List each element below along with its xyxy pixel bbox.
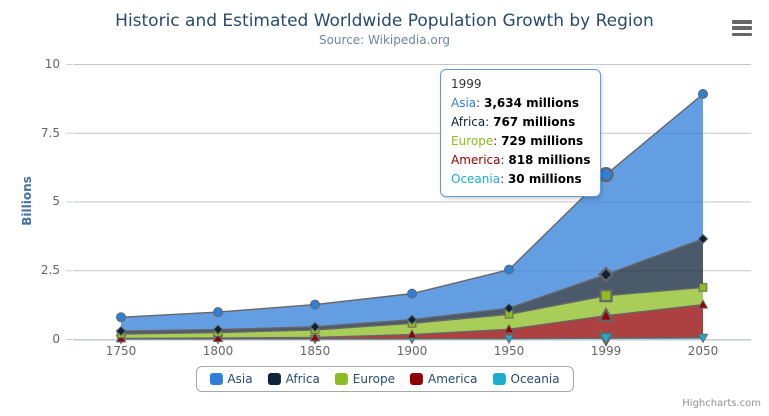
y-tick-label: 7.5: [40, 126, 60, 140]
marker-triangle-america[interactable]: [212, 332, 224, 343]
legend-item-europe[interactable]: Europe: [334, 372, 396, 386]
marker-diamond-africa[interactable]: [212, 324, 224, 335]
hamburger-bar: [732, 26, 752, 30]
legend-label: America: [428, 372, 478, 386]
marker-diamond-africa[interactable]: [697, 233, 709, 245]
y-tick-label: 5: [52, 194, 60, 208]
marker-diamond-africa[interactable]: [503, 302, 515, 314]
x-tick-label: 1800: [202, 344, 234, 358]
tooltip-series-value: 30 millions: [507, 172, 582, 186]
y-tick-label: 10: [44, 57, 60, 71]
legend-item-asia[interactable]: Asia: [209, 372, 253, 386]
marker-circle-asia[interactable]: [504, 264, 514, 275]
marker-diamond-africa[interactable]: [309, 321, 321, 333]
hamburger-bar: [732, 32, 752, 36]
marker-square-europe[interactable]: [698, 283, 708, 292]
tooltip-row: Africa767 millions: [451, 113, 590, 132]
tooltip-row: Europe729 millions: [451, 132, 590, 151]
area-america[interactable]: [121, 304, 703, 339]
legend-swatch: [334, 373, 348, 385]
chart-subtitle: Source: Wikipedia.org: [318, 33, 451, 47]
area-africa[interactable]: [121, 238, 703, 334]
tooltip-row: America818 millions: [451, 151, 590, 170]
tooltip-series-value: 818 millions: [508, 153, 591, 167]
marker-triangle-america[interactable]: [309, 331, 321, 342]
legend-item-america[interactable]: America: [410, 372, 478, 386]
legend-swatch: [267, 373, 281, 385]
legend-swatch: [492, 373, 506, 385]
tooltip-series-name: Asia: [451, 96, 484, 110]
marker-circle-asia[interactable]: [213, 307, 223, 318]
x-tick-label: 1850: [299, 344, 331, 358]
tooltip-series-name: Africa: [451, 115, 493, 129]
hamburger-bar: [732, 20, 752, 24]
x-tick-label: 1900: [396, 344, 428, 358]
marker-triangle-america[interactable]: [503, 323, 515, 334]
tooltip-series-value: 767 millions: [493, 115, 576, 129]
chart-tooltip: 1999 Asia3,634 millions Africa767 millio…: [440, 69, 602, 197]
legend: Asia Africa Europe America Oceania: [195, 366, 574, 392]
chart-title: Historic and Estimated Worldwide Populat…: [115, 11, 654, 31]
y-tick-label: 2.5: [40, 263, 60, 277]
marker-triangle-america[interactable]: [406, 329, 418, 339]
legend-label: Asia: [227, 372, 253, 386]
credits-link[interactable]: Highcharts.com: [682, 398, 761, 409]
marker-triangle-down-oceania[interactable]: [503, 334, 515, 345]
marker-circle-asia[interactable]: [407, 288, 417, 299]
marker-diamond-africa[interactable]: [115, 325, 127, 337]
area-asia[interactable]: [121, 94, 703, 332]
legend-label: Africa: [285, 372, 320, 386]
marker-diamond-africa[interactable]: [406, 314, 418, 325]
marker-triangle-down-oceania[interactable]: [597, 332, 615, 347]
x-tick-label: 1950: [493, 344, 525, 358]
legend-swatch: [209, 373, 223, 385]
marker-circle-asia[interactable]: [116, 312, 126, 323]
marker-circle-asia[interactable]: [698, 89, 708, 100]
tooltip-row: Oceania30 millions: [451, 170, 590, 189]
tooltip-series-value: 729 millions: [501, 134, 584, 148]
marker-circle-asia[interactable]: [310, 299, 320, 310]
x-tick-label: 2050: [687, 344, 719, 358]
marker-diamond-africa[interactable]: [597, 266, 615, 283]
tooltip-series-name: America: [451, 153, 508, 167]
legend-label: Europe: [352, 372, 396, 386]
marker-triangle-america[interactable]: [697, 299, 709, 309]
tooltip-row: Asia3,634 millions: [451, 94, 590, 113]
legend-item-oceania[interactable]: Oceania: [492, 372, 560, 386]
marker-triangle-down-oceania[interactable]: [697, 333, 709, 344]
legend-swatch: [410, 373, 424, 385]
tooltip-header: 1999: [451, 77, 482, 91]
marker-circle-asia[interactable]: [598, 167, 614, 183]
tooltip-series-value: 3,634 millions: [484, 96, 580, 110]
x-tick-label: 1999: [590, 344, 622, 358]
tooltip-series-name: Oceania: [451, 172, 508, 186]
context-menu-hamburger-icon[interactable]: [732, 20, 752, 36]
tooltip-series-name: Europe: [451, 134, 501, 148]
y-tick-label: 0: [52, 332, 60, 346]
marker-square-europe[interactable]: [599, 289, 613, 303]
legend-item-africa[interactable]: Africa: [267, 372, 320, 386]
legend-label: Oceania: [510, 372, 560, 386]
marker-triangle-america[interactable]: [597, 306, 615, 322]
x-tick-label: 1750: [105, 344, 137, 358]
